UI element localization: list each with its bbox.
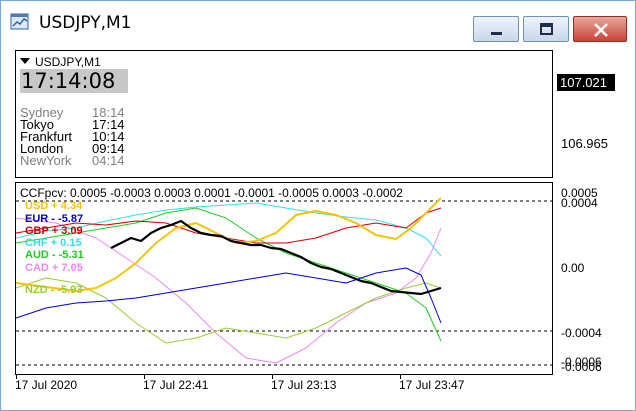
legend-value: -5.31 — [58, 249, 84, 261]
legend-currency: CAD — [25, 262, 49, 274]
legend-cad: CAD + 7.05 — [25, 262, 83, 274]
legend-sign: - — [51, 249, 56, 261]
legend-value: 7.05 — [61, 262, 83, 274]
close-button[interactable] — [573, 16, 627, 42]
legend-sign: + — [51, 262, 59, 274]
time-axis-label: 17 Jul 23:13 — [271, 378, 337, 392]
clock-display: 17:14:08 — [20, 69, 128, 93]
legend-eur: EUR - -5.87 — [25, 213, 83, 225]
indicator-axis-label: -0.0006 — [561, 360, 602, 374]
session-time: 10:14 — [92, 129, 125, 144]
legend-sign: + — [50, 237, 58, 249]
series-line-eur — [16, 267, 442, 324]
legend-gbp: GBP + 3.09 — [25, 225, 83, 237]
symbol-text: USDJPY,M1 — [35, 55, 101, 69]
title-bar[interactable]: USDJPY,M1 — [1, 1, 635, 45]
session-city: Sydney — [20, 105, 64, 120]
legend-sign: + — [51, 225, 59, 237]
time-axis-tick — [144, 375, 145, 379]
chart-window-icon — [10, 13, 29, 30]
indicator-axis-label: 0.0005 — [561, 186, 598, 200]
indicator-axis-label: -0.0004 — [561, 326, 602, 340]
session-time: 04:14 — [92, 153, 125, 168]
session-city: NewYork — [20, 153, 72, 168]
indicator-title: CCFpcv: 0.0005 -0.0003 0.0003 0.0001 -0.… — [20, 186, 403, 200]
legend-nzd: NZD - -5.93 — [25, 284, 82, 296]
session-city: Tokyo — [20, 117, 54, 132]
legend-currency: EUR — [25, 213, 49, 225]
indicator-axis-label: 0.00 — [561, 261, 585, 275]
legend-chf: CHF + 0.15 — [25, 237, 82, 249]
time-axis-tick — [16, 375, 17, 379]
window-title: USDJPY,M1 — [39, 13, 132, 33]
session-city: Frankfurt — [20, 129, 73, 144]
legend-value: 0.15 — [60, 237, 82, 249]
indicator-axis-label: 0.0004 — [561, 196, 598, 210]
time-axis-tick — [400, 375, 401, 379]
price-axis-label: 106.965 — [561, 136, 608, 151]
price-chart-pane[interactable]: USDJPY,M1 17:14:08 Sydney 18:14 Tokyo 17… — [15, 50, 553, 178]
chart-client-area: USDJPY,M1 17:14:08 Sydney 18:14 Tokyo 17… — [9, 45, 629, 404]
legend-currency: CHF — [25, 237, 48, 249]
indicator-pane[interactable]: CCFpcv: 0.0005 -0.0003 0.0003 0.0001 -0.… — [15, 182, 553, 375]
session-time: 17:14 — [92, 117, 125, 132]
series-line-nzd — [16, 277, 442, 344]
legend-value: -5.87 — [58, 213, 84, 225]
legend-value: 4.34 — [60, 200, 83, 212]
legend-usd: USD + 4.34 — [25, 200, 82, 212]
time-axis-label: 17 Jul 22:41 — [143, 378, 209, 392]
session-time: 18:14 — [92, 105, 125, 120]
session-time: 09:14 — [92, 141, 125, 156]
symbol-label[interactable]: USDJPY,M1 — [20, 55, 101, 69]
legend-value: -5.93 — [57, 284, 83, 296]
series-line-jpy — [110, 219, 442, 296]
indicator-axis-label: -0.0006 — [561, 355, 602, 369]
minimize-button[interactable] — [473, 16, 519, 42]
minimize-icon — [491, 32, 502, 35]
maximize-button[interactable] — [523, 16, 569, 42]
legend-sign: - — [50, 284, 55, 296]
series-line-gbp — [16, 207, 442, 244]
session-city: London — [20, 141, 64, 156]
legend-currency: GBP — [25, 225, 49, 237]
legend-currency: AUD — [25, 249, 49, 261]
legend-sign: - — [51, 213, 55, 225]
maximize-icon — [540, 23, 553, 35]
legend-currency: USD — [25, 200, 49, 212]
indicator-chart — [16, 197, 552, 366]
legend-value: 3.09 — [61, 225, 83, 237]
time-axis-tick — [272, 375, 273, 379]
series-line-aud — [16, 207, 442, 342]
time-axis-label: 17 Jul 23:47 — [399, 378, 465, 392]
current-price-badge: 107.021 — [557, 74, 615, 91]
legend-sign: + — [51, 200, 58, 212]
close-icon — [594, 23, 608, 37]
legend-aud: AUD - -5.31 — [25, 249, 84, 261]
dropdown-triangle-icon — [20, 58, 30, 64]
time-axis-label: 17 Jul 2020 — [15, 378, 78, 392]
series-line-usd — [16, 197, 442, 292]
legend-currency: NZD — [25, 284, 48, 296]
